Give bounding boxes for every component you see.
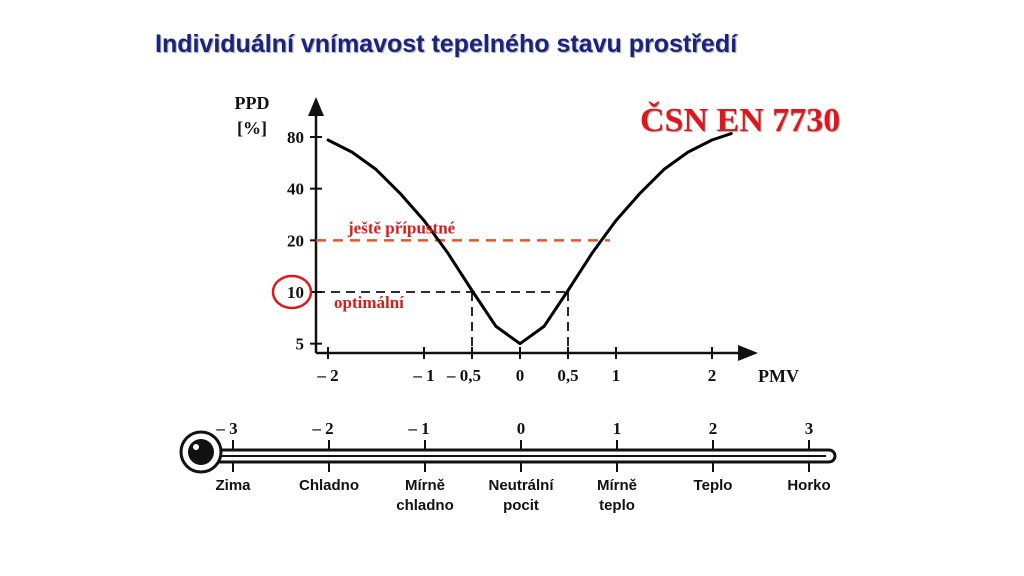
y-tick-label: 10 — [287, 283, 304, 302]
x-tick-label: 2 — [708, 366, 717, 385]
highlight-circle — [271, 274, 313, 310]
scale-label: Horko — [787, 477, 830, 494]
scale-label: teplo — [599, 497, 635, 514]
y-axis-unit: [%] — [237, 118, 267, 138]
x-axis-label: PMV — [758, 366, 799, 386]
y-axis-label: PPD — [235, 93, 270, 113]
scale-label: Zima — [215, 477, 251, 494]
y-axis-arrow — [308, 97, 324, 116]
scale-label: pocit — [503, 497, 539, 514]
ppd-curve — [326, 132, 733, 346]
scale-label: chladno — [396, 497, 454, 514]
chart-labels: 5 10 20 40 80 – 2 – 1 – 0,5 0 0,5 1 2 PPD [%] PMV ještě… — [235, 93, 799, 386]
scale-number: 0 — [517, 419, 526, 438]
thermometer-bulb-fill — [188, 439, 214, 465]
bulb-highlight — [193, 444, 199, 450]
sensation-scale: – 3 Zima – 2 Chladno – 1 Mírně chladno 0 Neutrál… — [179, 419, 837, 514]
scale-number: – 1 — [407, 419, 429, 438]
y-tick-label: 5 — [296, 335, 305, 354]
x-tick-label: 0,5 — [557, 366, 578, 385]
reference-lines — [316, 239, 610, 353]
scale-label: Chladno — [299, 477, 359, 494]
scale-number: 2 — [709, 419, 718, 438]
acceptable-label: ještě přípustné — [347, 218, 456, 237]
scale-number: 1 — [613, 419, 622, 438]
x-tick-label: – 0,5 — [446, 366, 481, 385]
y-tick-label: 20 — [287, 231, 304, 250]
scale-number: – 3 — [215, 419, 237, 438]
x-axis-arrow — [738, 345, 758, 361]
x-tick-label: – 2 — [316, 366, 338, 385]
y-tick-label: 80 — [287, 128, 304, 147]
scale-number: – 2 — [311, 419, 333, 438]
optimal-label: optimální — [334, 293, 404, 312]
scale-label: Teplo — [694, 477, 733, 494]
slide-title: Individuální vnímavost tepelného stavu p… — [155, 30, 738, 58]
ppd-curve-group — [326, 132, 733, 346]
scale-label: Neutrální — [488, 477, 554, 494]
scale-label: Mírně — [405, 477, 445, 494]
x-tick-label: 1 — [612, 366, 621, 385]
x-tick-label: – 1 — [412, 366, 434, 385]
standard-label: ČSN EN 7730 — [640, 102, 841, 139]
scale-number: 3 — [805, 419, 814, 438]
x-tick-label: 0 — [516, 366, 525, 385]
scale-label: Mírně — [597, 477, 637, 494]
y-tick-label: 40 — [287, 180, 304, 199]
